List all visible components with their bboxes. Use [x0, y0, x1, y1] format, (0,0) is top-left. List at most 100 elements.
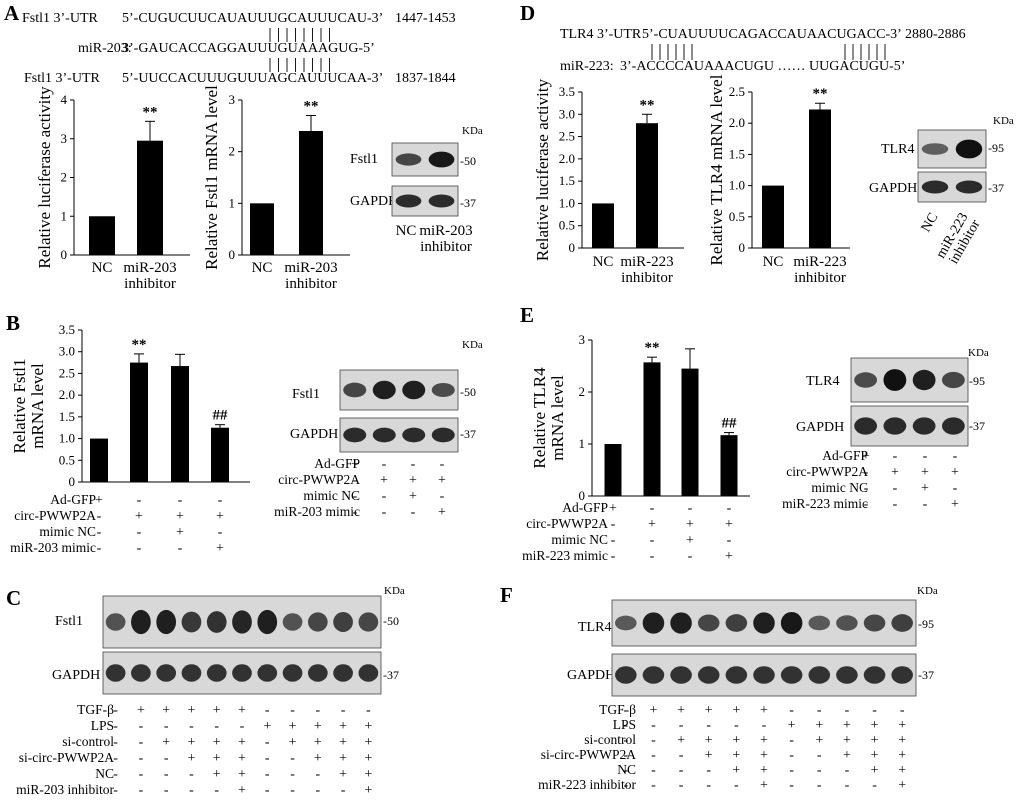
condition-mark-b: -: [97, 541, 102, 556]
condition-mark-c: -: [139, 735, 144, 750]
panel-b-gapdh-band: [402, 427, 426, 443]
condition-mark-c: -: [113, 719, 118, 734]
condition-mark-c: -: [164, 783, 169, 798]
condition-mark-e: -: [688, 549, 693, 564]
blot-condition-label-e: Ad-GFP: [822, 448, 868, 463]
panel-c-fstl1-band: [358, 612, 379, 632]
panel-e-gapdh-band: [941, 417, 965, 435]
panel-a-mrna-y-tick-label: 0: [229, 247, 236, 262]
panel-e-chart-y-tick-label: 1: [579, 436, 586, 451]
condition-mark-c: -: [214, 719, 219, 734]
seq-name-d: TLR4 3’-UTR: [560, 27, 642, 42]
panel-f-gapdh-band: [753, 666, 775, 684]
panel-d-mrna-y-tick-label: 1.0: [729, 178, 745, 193]
condition-mark-f: -: [845, 763, 850, 778]
mw-marker-c: -50: [383, 614, 399, 628]
blot-condition-mark-e: -: [893, 449, 898, 464]
panel-c-gapdh-band: [131, 664, 151, 682]
condition-mark-c: -: [139, 783, 144, 798]
blot-condition-label-e: mimic NC: [811, 480, 868, 495]
condition-mark-f: +: [732, 748, 740, 763]
panel-c-fstl1-band: [232, 610, 252, 634]
blot-condition-mark-b: -: [440, 489, 445, 504]
panel-c-fstl1-band: [105, 613, 126, 631]
blot-band-label-b: Fstl1: [292, 387, 320, 402]
panel-d-mrna-category-label: miR-223 inhibitor: [793, 254, 846, 286]
condition-label-e: circ-PWWP2A: [526, 516, 608, 531]
panel-b-chart-y-tick-label: 1.0: [59, 431, 75, 446]
condition-mark-f: -: [789, 763, 794, 778]
panel-f-gapdh-band: [725, 666, 748, 684]
panel-c-gapdh-band: [257, 664, 278, 682]
condition-mark-c: +: [339, 735, 347, 750]
panel-letter-d: D: [520, 1, 535, 25]
panel-f-gapdh-band: [780, 666, 803, 684]
mw-marker-d: -95: [988, 141, 1004, 155]
condition-mark-f: -: [789, 703, 794, 718]
condition-mark-c: -: [164, 719, 169, 734]
condition-mark-e: -: [611, 549, 616, 564]
panel-e-tlr4-band: [941, 371, 965, 389]
condition-mark-c: -: [139, 751, 144, 766]
panel-f-tlr4-band: [642, 612, 665, 634]
condition-mark-f: -: [623, 778, 628, 793]
condition-mark-f: -: [734, 718, 739, 733]
mw-marker-e: -37: [969, 419, 985, 433]
condition-mark-c: +: [339, 719, 347, 734]
condition-mark-f: +: [732, 733, 740, 748]
condition-mark-c: -: [189, 767, 194, 782]
seq-name-d: miR-223:: [560, 59, 614, 74]
blot-condition-mark-e: +: [921, 481, 929, 496]
blot-condition-mark-e: -: [864, 481, 869, 496]
condition-label-f: LPS: [613, 717, 636, 732]
panel-f-gapdh-band: [670, 666, 692, 684]
panel-f-gapdh-band: [836, 666, 858, 684]
condition-mark-f: +: [650, 703, 658, 718]
condition-mark-e: -: [611, 533, 616, 548]
condition-mark-f: -: [817, 778, 822, 793]
condition-mark-c: +: [213, 767, 221, 782]
panel-e-tlr4-band: [883, 369, 907, 391]
panel-b-chart-significance: ##: [213, 408, 229, 424]
condition-mark-c: -: [315, 703, 320, 718]
panel-d-tlr4-band: [921, 143, 949, 155]
panel-d-mrna-y-tick-label: 2.0: [729, 115, 745, 130]
panel-b-chart-bar: [130, 362, 148, 482]
condition-mark-c: -: [113, 751, 118, 766]
condition-mark-f: +: [843, 718, 851, 733]
panel-e-tlr4-band: [912, 369, 936, 391]
condition-mark-c: -: [189, 783, 194, 798]
blot-band-label-e: GAPDH: [796, 420, 844, 435]
blot-condition-mark-e: -: [923, 497, 928, 512]
condition-mark-c: -: [290, 783, 295, 798]
blot-condition-mark-b: -: [382, 457, 387, 472]
panel-e-gapdh-band: [883, 417, 907, 435]
condition-mark-b: -: [137, 541, 142, 556]
condition-label-c: si-control: [62, 734, 114, 749]
condition-mark-f: -: [900, 703, 905, 718]
condition-mark-f: -: [817, 763, 822, 778]
condition-mark-f: -: [623, 748, 628, 763]
panel-b-gapdh-band: [431, 427, 455, 443]
condition-mark-c: -: [189, 719, 194, 734]
panel-a-gapdh-band: [395, 194, 422, 208]
condition-mark-f: +: [898, 763, 906, 778]
condition-mark-f: +: [898, 778, 906, 793]
panel-b-gapdh-band: [372, 427, 396, 443]
panel-a-blot-lane-category-label: NC: [396, 223, 417, 239]
panel-a-luciferase-bar: [89, 216, 115, 255]
seq-text-a: 3’-GAUCACCAGGAUUUGUAAAGUG-5’: [122, 41, 375, 56]
panel-d-luciferase-y-tick-label: 1.5: [559, 173, 575, 188]
panel-a-mrna-significance: **: [304, 99, 319, 115]
panel-d-mrna-bar: [762, 185, 784, 248]
blot-band-label-d: TLR4: [881, 142, 914, 157]
condition-mark-b: +: [216, 541, 224, 556]
condition-mark-c: +: [364, 735, 372, 750]
panel-d-luciferase-y-tick-label: 2.5: [559, 129, 575, 144]
blot-condition-mark-e: -: [893, 481, 898, 496]
panel-d-mrna-significance: **: [813, 86, 828, 102]
condition-mark-c: +: [314, 735, 322, 750]
condition-mark-e: +: [609, 501, 617, 516]
kda-label-c: KDa: [384, 585, 405, 597]
condition-mark-c: +: [137, 703, 145, 718]
